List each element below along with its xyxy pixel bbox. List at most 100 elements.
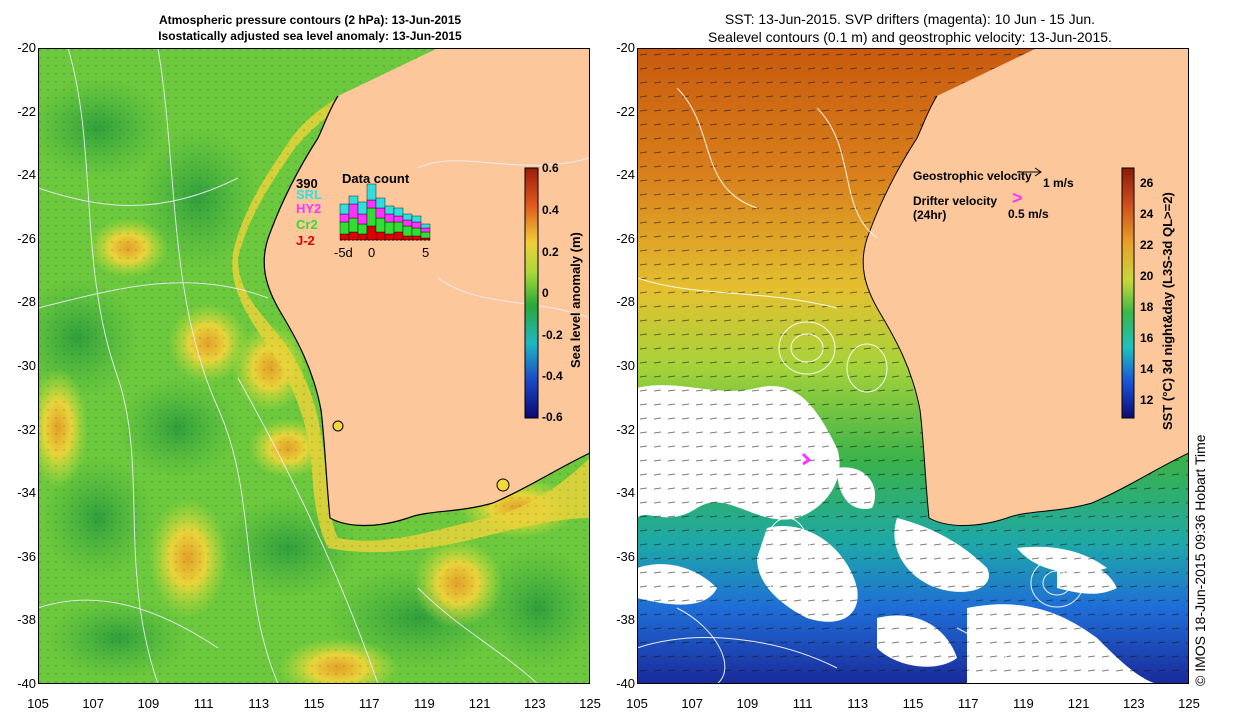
sst-cbar-tick: 14 — [1140, 362, 1154, 376]
longitude-tick-label: 113 — [248, 696, 270, 711]
longitude-tick-label: 109 — [736, 696, 759, 711]
inset-bar-segment — [348, 195, 359, 205]
inset-bar-segment — [411, 221, 422, 229]
sst-cbar-tick: 12 — [1140, 393, 1154, 407]
inset-xlabel-0: 0 — [368, 245, 376, 260]
latitude-tick-label: -22 — [616, 103, 635, 119]
inset-bar-segment — [366, 225, 377, 241]
inset-bar-segment — [357, 223, 368, 235]
inset-bar-segment — [339, 233, 350, 241]
latitude-tick-label: -36 — [616, 548, 635, 564]
left-title-line1: Atmospheric pressure contours (2 hPa): 1… — [158, 13, 462, 27]
inset-bar-segment — [402, 235, 413, 241]
longitude-tick-label: 107 — [681, 696, 704, 711]
longitude-tick-label: 121 — [1067, 696, 1090, 711]
inset-bar-segment — [366, 183, 377, 201]
inset-bar-segment — [375, 217, 386, 233]
right-title-line2: Sealevel contours (0.1 m) and geostrophi… — [708, 29, 1112, 45]
inset-bar-segment — [411, 227, 422, 237]
inset-bar-segment — [339, 221, 350, 235]
longitude-tick-label: 107 — [82, 696, 105, 711]
inset-bar-segment — [393, 231, 404, 241]
longitude-tick-label: 111 — [193, 696, 214, 711]
sea-level-anomaly-map[interactable] — [38, 48, 590, 684]
inset-title: Data count — [342, 171, 410, 186]
longitude-tick-label: 123 — [523, 696, 546, 711]
drifter-period-label: (24hr) — [913, 208, 947, 222]
longitude-tick-label: 123 — [1122, 696, 1145, 711]
sst-cbar-tick: 22 — [1140, 238, 1154, 252]
inset-bar-segment — [384, 233, 395, 241]
geostrophic-scale-label: 1 m/s — [1043, 176, 1074, 190]
sst-cbar-tick: 20 — [1140, 269, 1154, 283]
inset-bar-segment — [366, 199, 377, 209]
latitude-tick-label: -20 — [616, 40, 635, 55]
inset-bar-segment — [348, 231, 359, 241]
latitude-tick-label: -22 — [17, 103, 36, 119]
inset-bar-segment — [393, 215, 404, 223]
inset-bar-segment — [411, 215, 422, 223]
latitude-tick-label: -20 — [17, 40, 36, 55]
latitude-tick-label: -26 — [616, 230, 635, 246]
inset-bar-segment — [366, 207, 377, 227]
latitude-tick-label: -38 — [17, 612, 36, 628]
latitude-tick-label: -24 — [616, 167, 635, 183]
inset-bar-segment — [339, 203, 350, 215]
latitude-tick-label: -36 — [17, 548, 36, 564]
inset-bar-segment — [384, 213, 395, 223]
sla-cbar-label: Sea level anomaly (m) — [568, 232, 583, 368]
svp-drifter-track — [801, 452, 812, 466]
inset-bar-segment — [375, 231, 386, 241]
inset-bar-segment — [384, 221, 395, 235]
longitude-tick-label: 111 — [792, 696, 813, 711]
sla-cbar-tick: 0 — [542, 286, 549, 300]
sst-cbar-tick: 24 — [1140, 207, 1154, 221]
latitude-tick-label: -32 — [616, 421, 635, 437]
sst-cbar-label: SST (°C) 3d night&day (L3S-3d QL>=2) — [1160, 192, 1175, 430]
drifter-velocity-label: Drifter velocity — [913, 194, 998, 208]
latitude-tick-label: -34 — [616, 485, 635, 501]
inset-bar-segment — [393, 207, 404, 217]
inset-bar-segment — [420, 227, 431, 233]
sst-cbar-tick: 18 — [1140, 300, 1154, 314]
inset-bar-segment — [402, 225, 413, 237]
longitude-tick-label: 105 — [27, 696, 49, 711]
right-map-title: SST: 13-Jun-2015. SVP drifters (magenta)… — [600, 10, 1220, 46]
longitude-tick-label: 121 — [468, 696, 491, 711]
latitude-tick-label: -24 — [17, 167, 36, 183]
longitude-tick-label: 125 — [579, 696, 601, 711]
data-count-inset — [339, 183, 431, 241]
inset-bar-segment — [420, 231, 431, 239]
inset-xlabel-5: 5 — [422, 245, 430, 260]
inset-bar-segment — [402, 219, 413, 227]
longitude-tick-label: 117 — [957, 696, 979, 711]
latitude-tick-label: -32 — [17, 421, 36, 437]
geostrophic-velocity-label: Geostrophic velocity — [913, 169, 1032, 183]
inset-bar-segment — [402, 213, 413, 221]
longitude-tick-label: 105 — [626, 696, 648, 711]
inset-series-srl: SRL — [296, 187, 322, 202]
sst-colorbar — [1121, 167, 1135, 419]
inset-bar-segment — [411, 235, 422, 241]
sst-map[interactable] — [637, 48, 1189, 684]
left-map-title: Atmospheric pressure contours (2 hPa): 1… — [60, 12, 560, 44]
inset-series-j2: J-2 — [296, 233, 315, 248]
sst-cbar-tick: 26 — [1140, 176, 1154, 190]
drifter-symbol: > — [1012, 188, 1023, 208]
imos-credit: © IMOS 18-Jun-2015 09:36 Hobart Time — [1192, 434, 1208, 686]
inset-bar-segment — [357, 213, 368, 225]
inset-xlabel-neg5: -5d — [334, 245, 353, 260]
latitude-tick-label: -28 — [616, 294, 635, 310]
longitude-tick-label: 119 — [414, 696, 435, 711]
sst-cbar-tick: 16 — [1140, 331, 1154, 345]
inset-total-count: 390 — [296, 176, 318, 191]
latitude-tick-label: -40 — [616, 676, 635, 691]
latitude-tick-label: -34 — [17, 485, 36, 501]
inset-bar-segment — [375, 207, 386, 219]
australia-land — [264, 48, 590, 526]
inset-bar-segment — [384, 205, 395, 215]
longitude-tick-label: 119 — [1013, 696, 1034, 711]
latitude-tick-label: -40 — [17, 676, 36, 691]
sla-cbar-tick: 0.2 — [542, 245, 559, 259]
left-title-line2: Isostatically adjusted sea level anomaly… — [158, 29, 462, 43]
